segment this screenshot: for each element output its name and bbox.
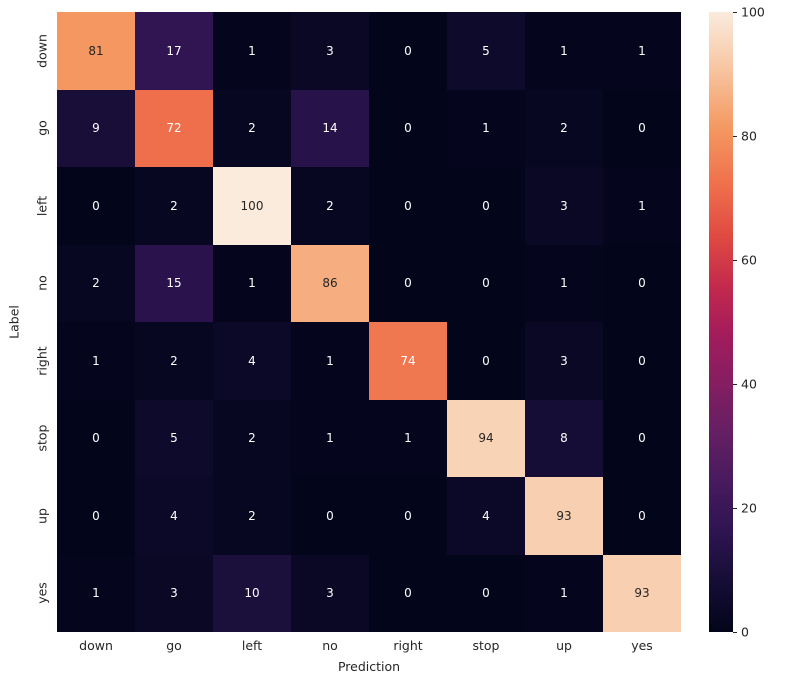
heatmap-cell: 3 bbox=[291, 554, 369, 632]
colorbar-tick-label: 20 bbox=[741, 500, 757, 516]
heatmap-cell: 4 bbox=[213, 322, 291, 400]
heatmap-cell: 0 bbox=[447, 554, 525, 632]
colorbar-tick-mark bbox=[733, 12, 737, 13]
x-tick-label: go bbox=[166, 638, 182, 653]
heatmap-cell: 2 bbox=[213, 89, 291, 167]
colorbar-tick-mark bbox=[733, 260, 737, 261]
heatmap: 81 17 1 3 0 5 1 1 9 72 2 14 0 1 2 0 0 2 100 2 0 0 3 1 2 15 1 86 0 0 1 0… bbox=[57, 12, 681, 632]
heatmap-cell: 2 bbox=[291, 167, 369, 245]
heatmap-cell: 2 bbox=[135, 322, 213, 400]
heatmap-cell: 1 bbox=[213, 244, 291, 322]
y-tick-label: down bbox=[34, 33, 50, 68]
heatmap-cell: 9 bbox=[57, 89, 135, 167]
heatmap-cell: 0 bbox=[369, 12, 447, 90]
x-tick-label: no bbox=[322, 638, 338, 653]
heatmap-cell: 1 bbox=[291, 322, 369, 400]
heatmap-cell: 8 bbox=[525, 399, 603, 477]
heatmap-cell: 0 bbox=[369, 89, 447, 167]
heatmap-cell: 3 bbox=[525, 167, 603, 245]
heatmap-cell: 0 bbox=[291, 477, 369, 555]
colorbar-tick-label: 0 bbox=[741, 624, 749, 640]
y-tick-label: left bbox=[34, 195, 50, 216]
colorbar-tick-label: 100 bbox=[741, 4, 765, 20]
heatmap-cell: 86 bbox=[291, 244, 369, 322]
heatmap-cell: 0 bbox=[603, 89, 681, 167]
colorbar-tick-mark bbox=[733, 136, 737, 137]
heatmap-cell: 0 bbox=[447, 322, 525, 400]
heatmap-cell: 72 bbox=[135, 89, 213, 167]
heatmap-cell: 3 bbox=[525, 322, 603, 400]
heatmap-cell: 15 bbox=[135, 244, 213, 322]
heatmap-cell: 1 bbox=[369, 399, 447, 477]
heatmap-cell: 1 bbox=[603, 167, 681, 245]
heatmap-cell: 0 bbox=[369, 477, 447, 555]
heatmap-cell: 3 bbox=[135, 554, 213, 632]
y-tick-label: yes bbox=[34, 582, 50, 605]
heatmap-cell: 0 bbox=[57, 477, 135, 555]
heatmap-cell: 5 bbox=[135, 399, 213, 477]
x-axis-label: Prediction bbox=[337, 659, 401, 674]
heatmap-cell: 0 bbox=[369, 167, 447, 245]
y-tick-label: stop bbox=[34, 424, 50, 452]
heatmap-cell: 3 bbox=[291, 12, 369, 90]
heatmap-cell: 1 bbox=[447, 89, 525, 167]
heatmap-cell: 0 bbox=[369, 554, 447, 632]
x-tick-label: stop bbox=[472, 638, 500, 653]
y-tick-label: no bbox=[34, 275, 50, 292]
x-tick-label: left bbox=[241, 638, 263, 653]
colorbar bbox=[709, 12, 733, 632]
y-axis-label: Label bbox=[6, 305, 22, 339]
heatmap-cell: 4 bbox=[447, 477, 525, 555]
x-tick-label: yes bbox=[631, 638, 653, 653]
heatmap-cell: 81 bbox=[57, 12, 135, 90]
heatmap-cell: 74 bbox=[369, 322, 447, 400]
heatmap-cell: 1 bbox=[525, 244, 603, 322]
heatmap-cell: 0 bbox=[603, 244, 681, 322]
heatmap-cell: 2 bbox=[57, 244, 135, 322]
heatmap-cell: 4 bbox=[135, 477, 213, 555]
heatmap-cell: 0 bbox=[369, 244, 447, 322]
colorbar-tick-label: 40 bbox=[741, 376, 757, 392]
heatmap-cell: 93 bbox=[603, 554, 681, 632]
heatmap-cell: 0 bbox=[603, 399, 681, 477]
heatmap-cell: 0 bbox=[447, 244, 525, 322]
heatmap-cell: 1 bbox=[57, 322, 135, 400]
colorbar-tick-mark bbox=[733, 508, 737, 509]
heatmap-cell: 100 bbox=[213, 167, 291, 245]
heatmap-cell: 2 bbox=[525, 89, 603, 167]
heatmap-cell: 94 bbox=[447, 399, 525, 477]
colorbar-tick-mark bbox=[733, 384, 737, 385]
heatmap-cell: 1 bbox=[291, 399, 369, 477]
y-tick-label: go bbox=[34, 120, 50, 137]
heatmap-cell: 5 bbox=[447, 12, 525, 90]
heatmap-cell: 0 bbox=[57, 399, 135, 477]
colorbar-tick-label: 60 bbox=[741, 252, 757, 268]
heatmap-cell: 0 bbox=[603, 322, 681, 400]
heatmap-cell: 0 bbox=[603, 477, 681, 555]
heatmap-cell: 10 bbox=[213, 554, 291, 632]
heatmap-cell: 14 bbox=[291, 89, 369, 167]
heatmap-cell: 1 bbox=[603, 12, 681, 90]
heatmap-cell: 17 bbox=[135, 12, 213, 90]
heatmap-cell: 93 bbox=[525, 477, 603, 555]
heatmap-cell: 1 bbox=[57, 554, 135, 632]
y-tick-label: right bbox=[34, 346, 50, 376]
heatmap-cell: 2 bbox=[213, 399, 291, 477]
heatmap-cell: 1 bbox=[525, 554, 603, 632]
x-tick-label: right bbox=[393, 638, 423, 653]
heatmap-cell: 0 bbox=[447, 167, 525, 245]
heatmap-cell: 2 bbox=[213, 477, 291, 555]
x-tick-label: down bbox=[79, 638, 113, 653]
colorbar-tick-label: 80 bbox=[741, 128, 757, 144]
x-tick-label: up bbox=[556, 638, 572, 653]
heatmap-cell: 1 bbox=[213, 12, 291, 90]
heatmap-cell: 0 bbox=[57, 167, 135, 245]
y-tick-label: up bbox=[34, 507, 50, 524]
colorbar-tick-mark bbox=[733, 632, 737, 633]
heatmap-cell: 2 bbox=[135, 167, 213, 245]
heatmap-cell: 1 bbox=[525, 12, 603, 90]
